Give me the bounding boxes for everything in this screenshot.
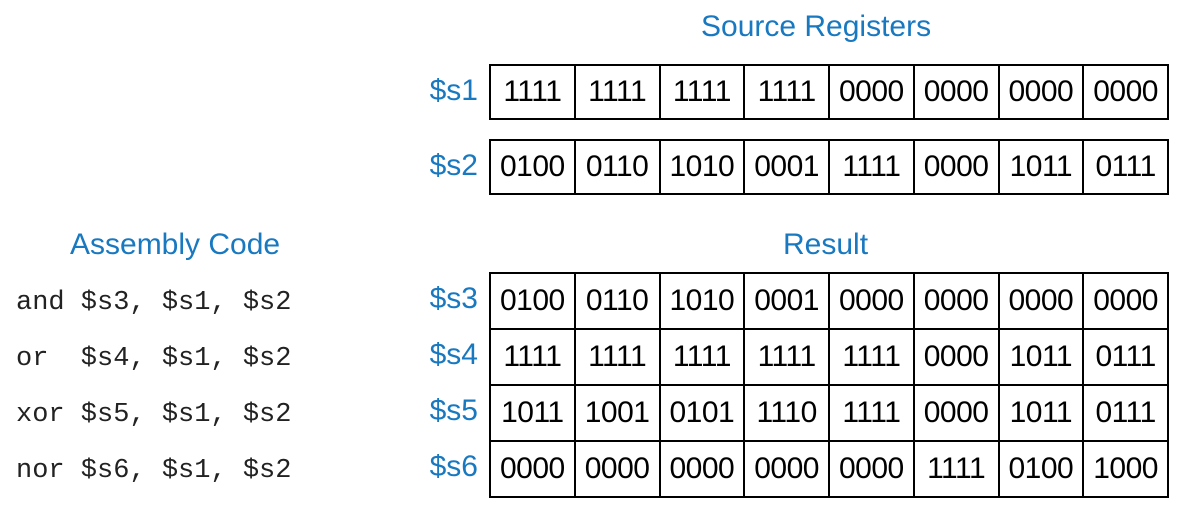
register-row-s1: 1111 1111 1111 1111 0000 0000 0000 0000	[489, 64, 1169, 120]
bit-cell: 1111	[576, 66, 661, 118]
bit-cell: 1111	[830, 386, 915, 440]
bit-cell: 0000	[830, 274, 915, 328]
bit-cell: 1111	[915, 442, 1000, 496]
bit-cell: 0111	[1084, 141, 1169, 193]
bit-cell: 0100	[491, 141, 576, 193]
bit-cell: 0111	[1084, 330, 1169, 384]
bit-cell: 1111	[830, 141, 915, 193]
bit-cell: 1111	[661, 330, 746, 384]
source-registers-heading: Source Registers	[701, 10, 932, 43]
register-label-s6: $s6	[429, 450, 478, 483]
register-label-s1: $s1	[429, 74, 478, 107]
bit-cell: 0001	[745, 141, 830, 193]
bit-cell: 1111	[491, 330, 576, 384]
bit-cell: 0000	[661, 442, 746, 496]
bit-cell: 0110	[576, 274, 661, 328]
register-row-s2: 0100 0110 1010 0001 1111 0000 1011 0111	[489, 139, 1169, 195]
bit-cell: 1001	[576, 386, 661, 440]
bit-cell: 0000	[1000, 274, 1085, 328]
register-label-s2: $s2	[429, 149, 478, 182]
register-row-s4: 1111 1111 1111 1111 1111 0000 1011 0111	[489, 330, 1169, 386]
bit-cell: 0000	[915, 330, 1000, 384]
bit-cell: 0000	[915, 141, 1000, 193]
assembly-line-and: and $s3, $s1, $s2	[16, 288, 292, 318]
bit-cell: 1111	[491, 66, 576, 118]
bit-cell: 0100	[491, 274, 576, 328]
bit-cell: 1111	[830, 330, 915, 384]
assembly-line-nor: nor $s6, $s1, $s2	[16, 456, 292, 486]
bit-cell: 0000	[915, 274, 1000, 328]
bit-cell: 1010	[661, 274, 746, 328]
assembly-line-or: or $s4, $s1, $s2	[16, 344, 292, 374]
bit-cell: 0000	[915, 66, 1000, 118]
bit-cell: 1111	[576, 330, 661, 384]
bit-cell: 0000	[491, 442, 576, 496]
bit-cell: 1011	[1000, 330, 1085, 384]
bit-cell: 0000	[576, 442, 661, 496]
bit-cell: 1111	[661, 66, 746, 118]
bit-cell: 0000	[830, 66, 915, 118]
bit-cell: 0110	[576, 141, 661, 193]
bit-cell: 0101	[661, 386, 746, 440]
register-row-s6: 0000 0000 0000 0000 0000 1111 0100 1000	[489, 442, 1169, 498]
bit-cell: 0000	[830, 442, 915, 496]
result-heading: Result	[783, 228, 869, 261]
bit-cell: 1111	[745, 330, 830, 384]
bit-cell: 1110	[745, 386, 830, 440]
bit-cell: 1010	[661, 141, 746, 193]
register-label-s3: $s3	[429, 282, 478, 315]
bit-cell: 1011	[491, 386, 576, 440]
bit-cell: 0000	[915, 386, 1000, 440]
bit-cell: 1000	[1084, 442, 1169, 496]
bit-cell: 0000	[1084, 66, 1169, 118]
register-row-s3: 0100 0110 1010 0001 0000 0000 0000 0000	[489, 272, 1169, 330]
register-row-s5: 1011 1001 0101 1110 1111 0000 1011 0111	[489, 386, 1169, 442]
bit-cell: 0100	[1000, 442, 1085, 496]
bit-cell: 0000	[1084, 274, 1169, 328]
bit-cell: 0001	[745, 274, 830, 328]
bit-cell: 1011	[1000, 386, 1085, 440]
bit-cell: 0000	[1000, 66, 1085, 118]
bit-cell: 0111	[1084, 386, 1169, 440]
assembly-line-xor: xor $s5, $s1, $s2	[16, 400, 292, 430]
bit-cell: 1111	[745, 66, 830, 118]
register-label-s5: $s5	[429, 394, 478, 427]
bit-cell: 1011	[1000, 141, 1085, 193]
bit-cell: 0000	[745, 442, 830, 496]
register-label-s4: $s4	[429, 338, 478, 371]
assembly-code-heading: Assembly Code	[70, 228, 281, 261]
